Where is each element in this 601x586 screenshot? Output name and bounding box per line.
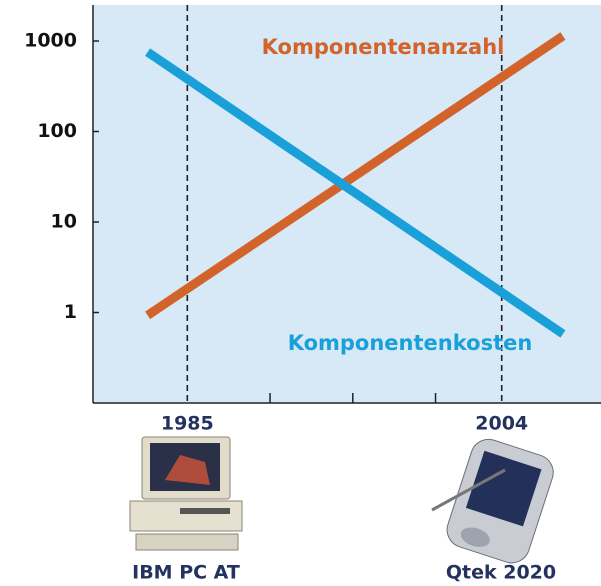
plot-area: 1 10 100 1000 1985 2004 Komponentenanzahl Kompo… [24,5,601,435]
series-label: Komponentenkosten [288,331,533,355]
series-label: Komponentenanzahl [262,35,505,59]
y-tick-label: 1000 [24,30,77,52]
x-tick-label: 1985 [161,413,214,435]
y-tick-label: 10 [51,211,77,233]
caption: IBM PC AT [132,562,240,584]
x-tick-label: 2004 [475,413,528,435]
y-tick-label: 100 [37,120,77,142]
drive-slot [180,508,230,514]
keyboard [136,534,238,550]
system-unit [130,501,242,531]
pda-illustration [432,435,558,568]
caption: Qtek 2020 [446,562,556,584]
pc-illustration [130,437,242,550]
y-tick-label: 1 [64,301,77,323]
chart: 1 10 100 1000 1985 2004 Komponentenanzahl Kompo… [0,0,601,586]
